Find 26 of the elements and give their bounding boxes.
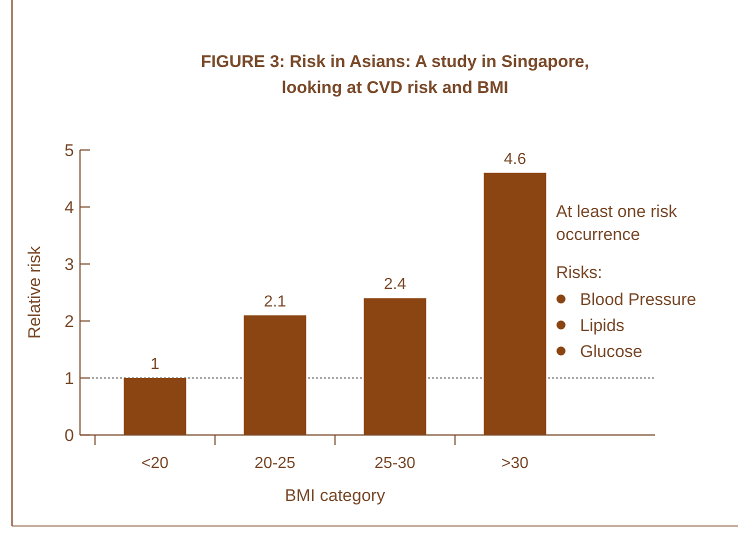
bar [484,172,546,435]
chart-title: FIGURE 3: Risk in Asians: A study in Singapore, looking at CVD risk and BMI [200,52,590,97]
x-tick-label: 25-30 [374,455,416,472]
y-tick-label: 1 [64,368,74,388]
y-tick-label: 5 [64,140,74,160]
annotation: Risks: [556,263,602,282]
x-tick-label: <20 [141,455,169,472]
annotation: Blood Pressure [580,290,696,309]
y-tick-label: 0 [64,426,74,445]
y-tick-label: 2 [64,312,74,331]
x-axis-title: BMI category [284,486,386,505]
y-axis-title: Relative risk [25,246,44,339]
data-label: 2.1 [264,293,286,310]
data-label: 4.6 [504,150,526,168]
x-tick-label: 20-25 [254,455,296,472]
bar [244,315,306,435]
bar [124,378,186,435]
annotation: Glucose [580,342,642,361]
annotation: At least one risk occurrence [556,202,678,244]
annotation: Lipids [580,316,624,335]
data-label: 1 [150,356,160,373]
data-label: 2.4 [384,276,406,294]
y-tick-label: 3 [64,254,74,274]
y-tick-label: 4 [64,198,74,217]
bar [364,298,426,435]
x-tick-label: >30 [501,455,529,472]
